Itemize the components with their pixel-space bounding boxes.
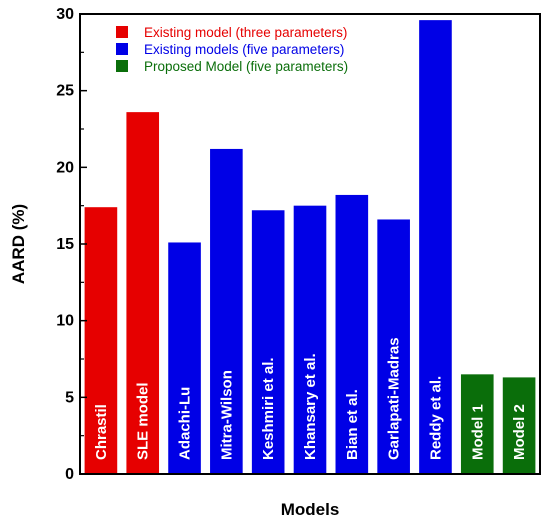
y-tick-label: 0 [65,466,74,483]
legend-label: Proposed Model (five parameters) [144,59,348,74]
y-tick-label: 25 [56,83,74,100]
bar-khansary-et-al [293,205,327,474]
y-tick-label: 15 [56,236,74,253]
y-axis-label: AARD (%) [9,204,28,284]
bar-keshmiri-et-al [251,210,285,474]
x-axis-label: Models [281,500,340,519]
bar-label: Adachi-Lu [177,387,194,460]
bar-label: Model 1 [469,404,486,460]
bar-label: Reddy et al. [427,376,444,460]
bar-label: Bian et al. [344,389,361,460]
legend: Existing model (three parameters) Existin… [116,25,348,74]
legend-swatch [116,60,128,72]
bar-bian-et-al [335,194,369,474]
y-tick-label: 20 [56,159,74,176]
bar-adachi-lu [168,242,201,474]
bar-reddy-et-al [419,20,452,475]
bar-label: Khansary et al. [302,353,319,460]
y-tick-label: 10 [56,313,74,330]
bar-label: Garlapati-Madras [386,337,403,460]
bar-model-2 [502,377,536,474]
bar-mitra-wilson [210,148,243,474]
ticks-layer: 0 5 10 15 20 25 30 [56,6,87,483]
bar-sle-model [126,112,160,474]
bar-label: SLE model [135,382,152,460]
y-tick-label: 5 [65,389,74,406]
legend-label: Existing models (five parameters) [144,42,344,57]
legend-label: Existing model (three parameters) [144,25,347,40]
bar-chrastil [84,207,118,474]
bar-labels-layer: Chrastil SLE model Adachi-Lu Mitra-Wilson Ke… [93,337,528,460]
bar-label: Model 2 [511,404,528,460]
legend-swatch [116,26,128,38]
bar-garlapati-madras [377,219,410,474]
bar-model-1 [460,374,494,474]
bars-layer [84,20,536,475]
bar-label: Keshmiri et al. [260,357,277,460]
legend-swatch [116,43,128,55]
bar-label: Chrastil [93,404,110,460]
bar-label: Mitra-Wilson [218,370,235,460]
y-tick-label: 30 [56,6,74,23]
